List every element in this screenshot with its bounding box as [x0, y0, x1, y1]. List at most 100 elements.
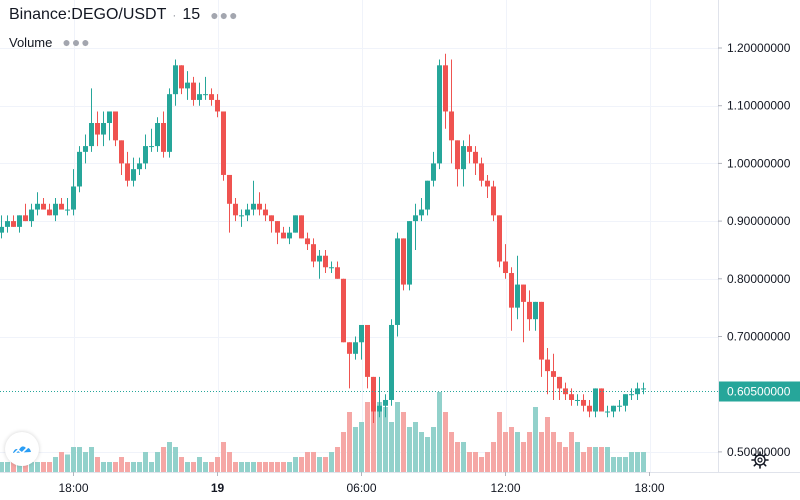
- y-tick-label: 0.80000000: [727, 272, 791, 286]
- candle: [491, 180, 496, 222]
- symbol-title[interactable]: Binance:DEGO/USDT: [9, 6, 167, 23]
- y-tick-label: 0.50000000: [727, 445, 791, 459]
- volume-bar: [329, 452, 334, 472]
- volume-bar: [71, 447, 76, 472]
- price-scale[interactable]: 1.20000000 1.10000000 1.00000000 0.90000000…: [718, 41, 800, 459]
- candle-body: [137, 163, 142, 170]
- candle-body: [371, 376, 376, 412]
- candle-body: [569, 394, 574, 400]
- volume-label[interactable]: Volume: [9, 34, 53, 50]
- candle-body: [449, 111, 454, 141]
- candle: [437, 59, 442, 170]
- volume-bar: [383, 407, 388, 472]
- candle: [65, 198, 70, 216]
- candle-body: [503, 261, 508, 274]
- candle: [587, 399, 592, 418]
- candle: [245, 203, 250, 222]
- volume-bar: [407, 427, 412, 472]
- candle-body: [251, 203, 256, 210]
- candle-body: [293, 215, 298, 233]
- candle: [233, 198, 238, 222]
- volume-bar: [5, 462, 10, 472]
- y-tick-label: 1.00000000: [727, 156, 791, 170]
- candle: [377, 376, 382, 418]
- volume-bar: [419, 432, 424, 472]
- candle-body: [131, 169, 136, 181]
- candle: [53, 198, 58, 222]
- volume-bar: [569, 432, 574, 472]
- candle-body: [161, 123, 166, 152]
- volume-bar: [209, 462, 214, 472]
- volume-bar: [113, 462, 118, 472]
- ellipsis-icon[interactable]: ●●●: [210, 7, 239, 23]
- candle-body: [41, 203, 46, 210]
- volume-bar: [215, 457, 220, 472]
- tradingview-logo-icon[interactable]: [5, 432, 39, 466]
- volume-bar: [539, 432, 544, 472]
- volume-bar: [533, 407, 538, 472]
- gear-icon[interactable]: [750, 450, 770, 470]
- legend-separator: ·: [172, 8, 177, 22]
- candle: [449, 59, 454, 164]
- volume-bar: [611, 457, 616, 472]
- x-tick-label: 19: [211, 481, 225, 495]
- candle: [221, 111, 226, 181]
- volume-bar: [59, 452, 64, 472]
- candle: [563, 382, 568, 400]
- candle-body: [641, 388, 646, 390]
- candle-body: [143, 146, 148, 164]
- candle: [83, 134, 88, 164]
- time-scale[interactable]: 18:00 19 06:00 12:00 18:00: [58, 472, 665, 495]
- candle: [443, 53, 448, 129]
- candle-body: [323, 255, 328, 268]
- candle-body: [443, 65, 448, 112]
- volume-bar: [485, 452, 490, 472]
- candle: [323, 249, 328, 274]
- volume-bar: [233, 462, 238, 472]
- candle-body: [425, 180, 430, 210]
- candle-body: [335, 267, 340, 279]
- candle-body: [497, 215, 502, 262]
- candle: [617, 399, 622, 412]
- candle: [155, 117, 160, 152]
- volume-bar: [359, 422, 364, 472]
- volume-bar: [527, 432, 532, 472]
- candle: [239, 209, 244, 227]
- candle-body: [575, 399, 580, 401]
- candle: [569, 388, 574, 406]
- interval-label[interactable]: 15: [182, 6, 201, 23]
- candle-body: [461, 146, 466, 170]
- candle-body: [89, 123, 94, 147]
- candle-body: [107, 111, 112, 124]
- candle: [539, 301, 544, 377]
- candle-body: [197, 94, 202, 100]
- candle: [89, 88, 94, 152]
- volume-bar: [197, 457, 202, 472]
- candle: [509, 267, 514, 331]
- volume-bar: [305, 452, 310, 472]
- volume-bar: [11, 462, 16, 472]
- x-tick-label: 12:00: [490, 481, 520, 495]
- volume-bar: [335, 447, 340, 472]
- candle: [545, 348, 550, 395]
- volume-bar: [401, 412, 406, 472]
- volume-bar: [455, 442, 460, 472]
- candle: [299, 215, 304, 239]
- volume-bar: [491, 442, 496, 472]
- volume-bar: [0, 462, 4, 472]
- candle-body: [551, 371, 556, 377]
- volume-bar: [365, 402, 370, 472]
- candle: [641, 382, 646, 395]
- volume-bar: [299, 457, 304, 472]
- candle-body: [233, 203, 238, 216]
- ellipsis-icon[interactable]: ●●●: [62, 34, 91, 50]
- candle: [335, 261, 340, 279]
- candle: [293, 215, 298, 233]
- volume-bar: [605, 447, 610, 472]
- volume-bar: [245, 462, 250, 472]
- candle: [5, 215, 10, 233]
- volume-bar: [125, 462, 130, 472]
- candle-body: [437, 65, 442, 164]
